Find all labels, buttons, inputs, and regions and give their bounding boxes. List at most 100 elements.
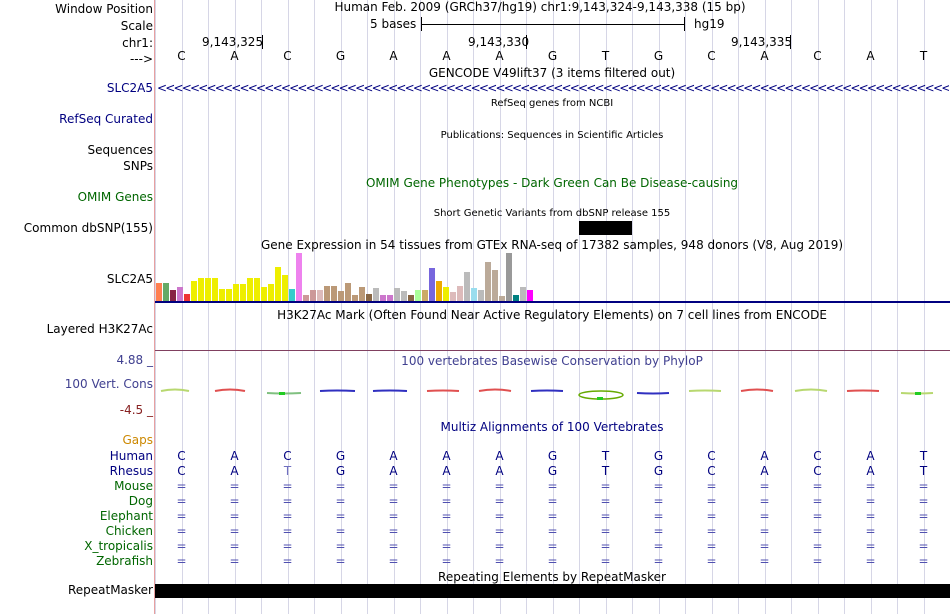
- dbsnp-variant-feature[interactable]: [579, 221, 632, 235]
- gtex-tissue-bar[interactable]: [359, 287, 365, 301]
- gtex-tissue-bar[interactable]: [471, 288, 477, 301]
- gtex-tissue-bar[interactable]: [170, 290, 176, 301]
- gtex-tissue-bar[interactable]: [408, 295, 414, 301]
- gtex-tissue-bar[interactable]: [457, 286, 463, 301]
- gtex-tissue-bar[interactable]: [436, 281, 442, 301]
- gtex-tissue-bar[interactable]: [429, 268, 435, 301]
- gtex-tissue-bar[interactable]: [219, 289, 225, 301]
- pubs-track-title[interactable]: Publications: Sequences in Scientific Ar…: [440, 130, 664, 141]
- gtex-tissue-bar[interactable]: [254, 278, 260, 301]
- gtex-tissue-bar[interactable]: [163, 283, 169, 301]
- alignment-base: =: [441, 479, 452, 493]
- phylop-track-label[interactable]: 100 Vert. Cons: [64, 377, 153, 391]
- alignment-base: =: [176, 509, 187, 523]
- gtex-tissue-bar[interactable]: [177, 287, 183, 301]
- gtex-tissue-bar[interactable]: [478, 290, 484, 301]
- reference-base: G: [653, 49, 664, 63]
- gtex-tissue-bar[interactable]: [338, 291, 344, 301]
- gtex-tissue-bar[interactable]: [226, 289, 232, 301]
- gtex-tissue-bar[interactable]: [387, 295, 393, 301]
- gtex-tissue-bar[interactable]: [422, 290, 428, 301]
- multiz-species-label[interactable]: Human: [109, 449, 153, 463]
- gtex-tissue-bar[interactable]: [366, 294, 372, 301]
- gtex-bar-plot[interactable]: [155, 253, 535, 301]
- gtex-tissue-bar[interactable]: [296, 253, 302, 301]
- gtex-tissue-bar[interactable]: [268, 284, 274, 301]
- gtex-tissue-bar[interactable]: [205, 278, 211, 301]
- gtex-tissue-bar[interactable]: [345, 283, 351, 301]
- gtex-tissue-bar[interactable]: [499, 296, 505, 301]
- gtex-tissue-bar[interactable]: [450, 292, 456, 301]
- gtex-tissue-bar[interactable]: [233, 284, 239, 301]
- h3k27ac-track-label[interactable]: Layered H3K27Ac: [46, 322, 153, 336]
- multiz-species-label[interactable]: Elephant: [99, 509, 153, 523]
- gtex-tissue-bar[interactable]: [527, 290, 533, 301]
- phylop-track-title[interactable]: 100 vertebrates Basewise Conservation by…: [401, 354, 703, 368]
- reference-base: A: [495, 49, 504, 63]
- gtex-tissue-bar[interactable]: [464, 272, 470, 301]
- repeatmasker-feature[interactable]: [155, 584, 950, 598]
- gtex-track-label[interactable]: SLC2A5: [106, 272, 153, 286]
- gtex-track-title[interactable]: Gene Expression in 54 tissues from GTEx …: [260, 238, 844, 252]
- multiz-species-label[interactable]: X_tropicalis: [84, 539, 153, 553]
- gtex-tissue-bar[interactable]: [324, 286, 330, 301]
- assembly-range[interactable]: Human Feb. 2009 (GRCh37/hg19) chr1:9,143…: [334, 0, 746, 14]
- gtex-tissue-bar[interactable]: [352, 295, 358, 301]
- alignment-base: =: [918, 524, 929, 538]
- multiz-species-label[interactable]: Dog: [128, 494, 153, 508]
- multiz-species-label[interactable]: Mouse: [114, 479, 153, 493]
- alignment-base: =: [176, 524, 187, 538]
- gencode-track-title[interactable]: GENCODE V49lift37 (3 items filtered out): [428, 66, 676, 80]
- gtex-tissue-bar[interactable]: [247, 278, 253, 301]
- gtex-tissue-bar[interactable]: [289, 289, 295, 301]
- pubs-track-label[interactable]: Sequences: [87, 143, 153, 157]
- multiz-track-title[interactable]: Multiz Alignments of 100 Vertebrates: [440, 420, 664, 434]
- gtex-tissue-bar[interactable]: [401, 291, 407, 301]
- phylop-signal[interactable]: [155, 380, 950, 404]
- gtex-tissue-bar[interactable]: [506, 253, 512, 301]
- gtex-tissue-bar[interactable]: [191, 281, 197, 301]
- multiz-gaps-label[interactable]: Gaps: [122, 433, 153, 447]
- multiz-species-label[interactable]: Zebrafish: [96, 554, 153, 568]
- gtex-tissue-bar[interactable]: [156, 283, 162, 301]
- gtex-tissue-bar[interactable]: [282, 275, 288, 301]
- gtex-tissue-bar[interactable]: [240, 284, 246, 301]
- h3k27ac-track-title[interactable]: H3K27Ac Mark (Often Found Near Active Re…: [277, 308, 827, 322]
- gtex-tissue-bar[interactable]: [198, 278, 204, 301]
- gtex-tissue-bar[interactable]: [261, 287, 267, 301]
- gtex-tissue-bar[interactable]: [303, 295, 309, 301]
- gtex-tissue-bar[interactable]: [443, 287, 449, 301]
- multiz-species-label[interactable]: Chicken: [105, 524, 153, 538]
- omim-track-label[interactable]: OMIM Genes: [77, 190, 153, 204]
- dbsnp-track-label[interactable]: Common dbSNP(155): [23, 221, 153, 235]
- gtex-tissue-bar[interactable]: [212, 278, 218, 301]
- repeatmasker-track-title[interactable]: Repeating Elements by RepeatMasker: [438, 570, 666, 584]
- alignment-base: =: [600, 554, 611, 568]
- snps-track-label[interactable]: SNPs: [123, 159, 153, 173]
- dbsnp-track-title[interactable]: Short Genetic Variants from dbSNP releas…: [433, 208, 671, 219]
- omim-track-title[interactable]: OMIM Gene Phenotypes - Dark Green Can Be…: [365, 176, 739, 190]
- gtex-tissue-bar[interactable]: [513, 295, 519, 301]
- alignment-base: =: [282, 539, 293, 553]
- alignment-base: C: [177, 464, 186, 478]
- alignment-base: =: [759, 479, 770, 493]
- gtex-tissue-bar[interactable]: [317, 290, 323, 301]
- refseq-track-title[interactable]: RefSeq genes from NCBI: [490, 98, 614, 109]
- gtex-tissue-bar[interactable]: [331, 286, 337, 301]
- gtex-tissue-bar[interactable]: [492, 270, 498, 301]
- multiz-species-label[interactable]: Rhesus: [109, 464, 153, 478]
- gencode-gene-label[interactable]: SLC2A5: [106, 81, 153, 95]
- gencode-gene-feature[interactable]: <<<<<<<<<<<<<<<<<<<<<<<<<<<<<<<<<<<<<<<<…: [157, 81, 949, 95]
- gtex-tissue-bar[interactable]: [275, 267, 281, 301]
- refseq-track-label[interactable]: RefSeq Curated: [59, 112, 153, 126]
- gtex-tissue-bar[interactable]: [380, 295, 386, 301]
- gtex-tissue-bar[interactable]: [373, 288, 379, 301]
- gtex-tissue-bar[interactable]: [520, 287, 526, 301]
- gtex-tissue-bar[interactable]: [485, 262, 491, 301]
- repeatmasker-track-label[interactable]: RepeatMasker: [67, 583, 153, 597]
- gtex-tissue-bar[interactable]: [394, 288, 400, 301]
- gtex-tissue-bar[interactable]: [184, 294, 190, 301]
- gtex-tissue-bar[interactable]: [415, 290, 421, 301]
- gtex-tissue-bar[interactable]: [310, 290, 316, 301]
